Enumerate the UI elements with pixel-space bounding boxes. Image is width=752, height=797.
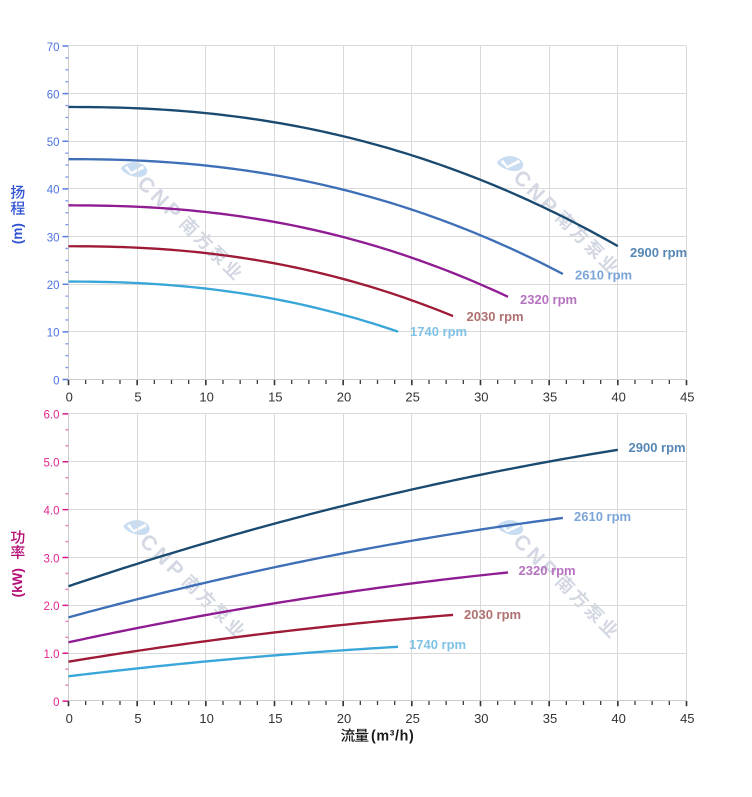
svg-text:1740 rpm: 1740 rpm — [410, 324, 467, 339]
svg-text:5: 5 — [134, 711, 141, 726]
svg-text:5: 5 — [134, 390, 141, 405]
svg-text:30: 30 — [474, 711, 488, 726]
svg-text:30: 30 — [474, 390, 488, 405]
svg-text:1.0: 1.0 — [44, 649, 60, 661]
svg-text:6.0: 6.0 — [44, 410, 60, 422]
svg-text:2900 rpm: 2900 rpm — [629, 440, 686, 455]
svg-text:15: 15 — [268, 390, 282, 405]
svg-text:30: 30 — [47, 232, 60, 244]
svg-text:3.0: 3.0 — [44, 553, 60, 565]
svg-text:2030 rpm: 2030 rpm — [464, 607, 521, 622]
svg-text:1740 rpm: 1740 rpm — [409, 637, 466, 652]
svg-text:35: 35 — [543, 390, 557, 405]
svg-text:2610 rpm: 2610 rpm — [575, 268, 632, 283]
svg-text:15: 15 — [268, 711, 282, 726]
svg-text:70: 70 — [47, 42, 60, 54]
svg-text:35: 35 — [543, 711, 557, 726]
svg-text:50: 50 — [47, 137, 60, 149]
svg-text:5.0: 5.0 — [44, 458, 60, 470]
svg-text:20: 20 — [337, 711, 351, 726]
svg-text:2320 rpm: 2320 rpm — [520, 292, 577, 307]
svg-text:2030 rpm: 2030 rpm — [467, 309, 524, 324]
svg-text:4.0: 4.0 — [44, 505, 60, 517]
svg-text:25: 25 — [405, 390, 419, 405]
svg-text:2610 rpm: 2610 rpm — [574, 509, 631, 524]
svg-text:2900 rpm: 2900 rpm — [630, 245, 687, 260]
svg-text:(m): (m) — [10, 223, 25, 244]
svg-text:45: 45 — [680, 390, 694, 405]
svg-text:20: 20 — [47, 280, 60, 292]
svg-text:40: 40 — [47, 185, 60, 197]
svg-text:10: 10 — [199, 711, 213, 726]
svg-text:60: 60 — [47, 89, 60, 101]
svg-text:0: 0 — [66, 390, 73, 405]
svg-text:0: 0 — [66, 711, 73, 726]
svg-text:2.0: 2.0 — [44, 601, 60, 613]
svg-text:20: 20 — [337, 390, 351, 405]
svg-text:0: 0 — [53, 697, 59, 709]
svg-text:(m³/h): (m³/h) — [371, 729, 414, 745]
svg-text:10: 10 — [199, 390, 213, 405]
svg-text:10: 10 — [47, 328, 60, 340]
svg-text:(kW): (kW) — [10, 568, 25, 597]
svg-text:40: 40 — [611, 390, 625, 405]
svg-text:0: 0 — [53, 375, 59, 387]
svg-text:45: 45 — [680, 711, 694, 726]
svg-text:25: 25 — [405, 711, 419, 726]
svg-text:40: 40 — [611, 711, 625, 726]
svg-text:2320 rpm: 2320 rpm — [519, 563, 576, 578]
